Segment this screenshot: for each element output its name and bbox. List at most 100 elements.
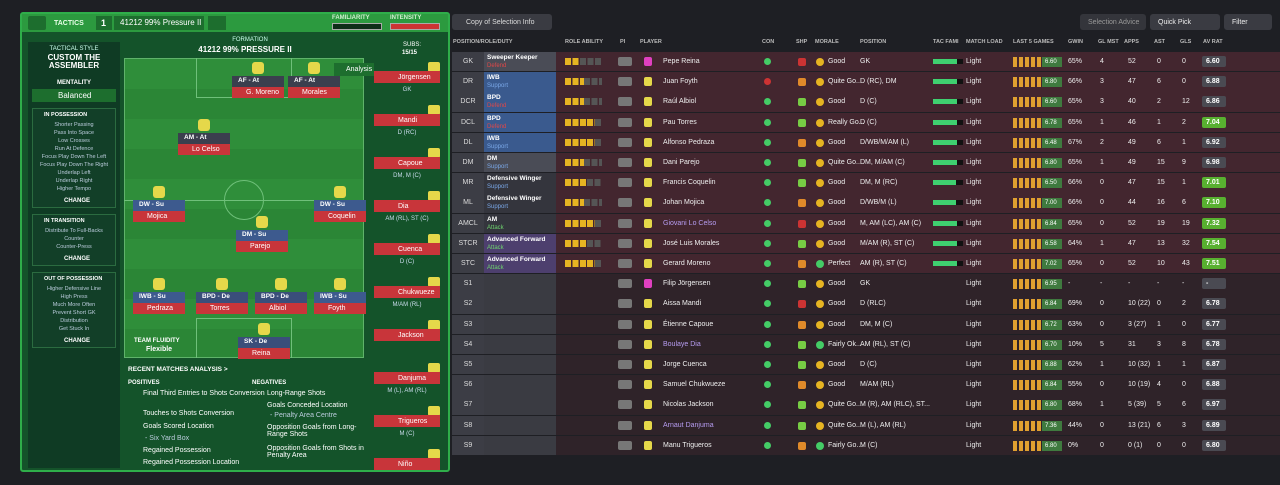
bench-name-box	[374, 71, 440, 83]
column-header: GWIN	[1068, 39, 1083, 45]
stat-gwin: 65%	[1068, 260, 1083, 267]
av-rat: 6.92	[1206, 138, 1220, 146]
last5-rating: 7.36	[1045, 422, 1057, 429]
last5-rating: 6.60	[1045, 99, 1057, 106]
column-header: APPS	[1124, 39, 1139, 45]
advice-button[interactable]	[1080, 14, 1146, 30]
av-rat-box	[1202, 278, 1226, 290]
player-position: M/AM (R), ST (C)	[860, 239, 915, 247]
duty: Defend	[487, 103, 507, 110]
quick-pick-button[interactable]	[1150, 14, 1220, 30]
intensity-bar	[390, 23, 440, 30]
last5-box	[1042, 77, 1062, 88]
stat-ast: 13	[1157, 239, 1165, 247]
half-line	[124, 200, 364, 201]
name-box	[238, 348, 290, 359]
last5-box	[1042, 238, 1062, 249]
bench-position: GK	[402, 87, 412, 93]
player-position: D (RC), DM	[860, 78, 897, 86]
player-position: M (L), AM (RL)	[860, 421, 906, 429]
match-load: Light	[966, 361, 982, 368]
change-button: CHANGE	[64, 338, 91, 344]
role-box	[196, 292, 248, 303]
morale-icon	[816, 441, 824, 450]
stat-gwin: 55%	[1068, 381, 1083, 389]
role: AM	[487, 215, 498, 223]
morale-icon	[816, 159, 824, 167]
position-code: S2	[463, 300, 473, 308]
shirt-icon	[644, 77, 652, 87]
condition-icon	[764, 381, 771, 389]
bench-shirt	[428, 148, 440, 158]
player-position: D/WB/M/AM (L)	[860, 138, 909, 146]
pi-icon	[618, 380, 632, 390]
position-code: S9	[463, 441, 473, 449]
player-name: Giovani Lo Celso	[663, 219, 717, 227]
last5-box	[1042, 198, 1062, 209]
player-name: Mojica	[147, 213, 168, 220]
player-name: Manu Trigueros	[663, 441, 712, 449]
stat-apps: 10 (19)	[1128, 381, 1151, 389]
bench-name-box	[374, 243, 440, 255]
morale: Quite Go...	[828, 401, 862, 409]
tac-fami-bar	[933, 99, 957, 105]
back-button[interactable]	[28, 16, 46, 30]
match-load: Light	[966, 179, 982, 187]
pi-icon	[618, 137, 632, 147]
shirt-icon	[644, 299, 652, 309]
tactics-header	[22, 14, 448, 32]
last5-box	[1042, 279, 1062, 290]
last5-bars	[1013, 158, 1041, 168]
player-name: José Luis Morales	[663, 239, 720, 247]
condition-icon	[764, 179, 771, 187]
last5-box	[1042, 380, 1062, 391]
player-position: M (C)	[860, 441, 878, 449]
last5-box	[1042, 360, 1062, 370]
analysis-button[interactable]	[334, 63, 374, 76]
role-stars	[565, 159, 584, 166]
role-cell	[484, 233, 556, 254]
match-load: Light	[966, 199, 982, 207]
role-box	[288, 76, 340, 87]
table-row	[452, 334, 1280, 355]
stat-glmst: 0	[1100, 421, 1104, 429]
table-row	[452, 173, 1280, 193]
av-rat-box	[1202, 439, 1226, 451]
name-box	[133, 303, 185, 314]
code-cell	[452, 52, 484, 72]
instruction: Shorter Passing	[54, 122, 94, 128]
player-position: M/AM (RL)	[860, 381, 894, 389]
stat-ast: 10	[1157, 260, 1165, 267]
role: IWB	[487, 134, 500, 142]
player-name: Samuel Chukwueze	[663, 381, 726, 389]
player-shirt	[256, 216, 268, 228]
bench-shirt	[428, 105, 440, 115]
section-title: IN TRANSITION	[44, 218, 85, 224]
stat-ast: 0	[1157, 58, 1161, 65]
instruction: Focus Play Down The Left	[41, 154, 107, 160]
bench-name-box	[374, 329, 440, 341]
filter-button[interactable]	[1224, 14, 1272, 30]
bench-name-box	[374, 458, 440, 470]
analysis-button-label: Analysis	[346, 66, 373, 73]
match-load: Light	[966, 98, 982, 106]
pi-icon	[618, 440, 632, 450]
quick-pick-label: Quick Pick	[1158, 19, 1192, 26]
stat-gls: 1	[1182, 179, 1186, 187]
bench-name-box	[374, 114, 440, 126]
add-tactic[interactable]	[208, 16, 226, 30]
role-stars-empty	[583, 159, 602, 166]
duty: Support	[487, 83, 509, 90]
instruction: Distribute To Full-Backs	[45, 228, 103, 234]
match-load: Light	[966, 441, 982, 449]
table-row	[452, 415, 1280, 435]
copy-button[interactable]	[452, 14, 552, 30]
player-name: Filip Jörgensen	[663, 280, 711, 288]
last5-bars	[1013, 137, 1041, 148]
position-code: STCR	[458, 239, 478, 247]
stat-ast: 6	[1157, 421, 1161, 429]
tac-fami-bar	[933, 240, 957, 246]
role-cell	[484, 193, 556, 213]
morale: Good	[828, 320, 846, 328]
position-code: DL	[463, 138, 473, 146]
